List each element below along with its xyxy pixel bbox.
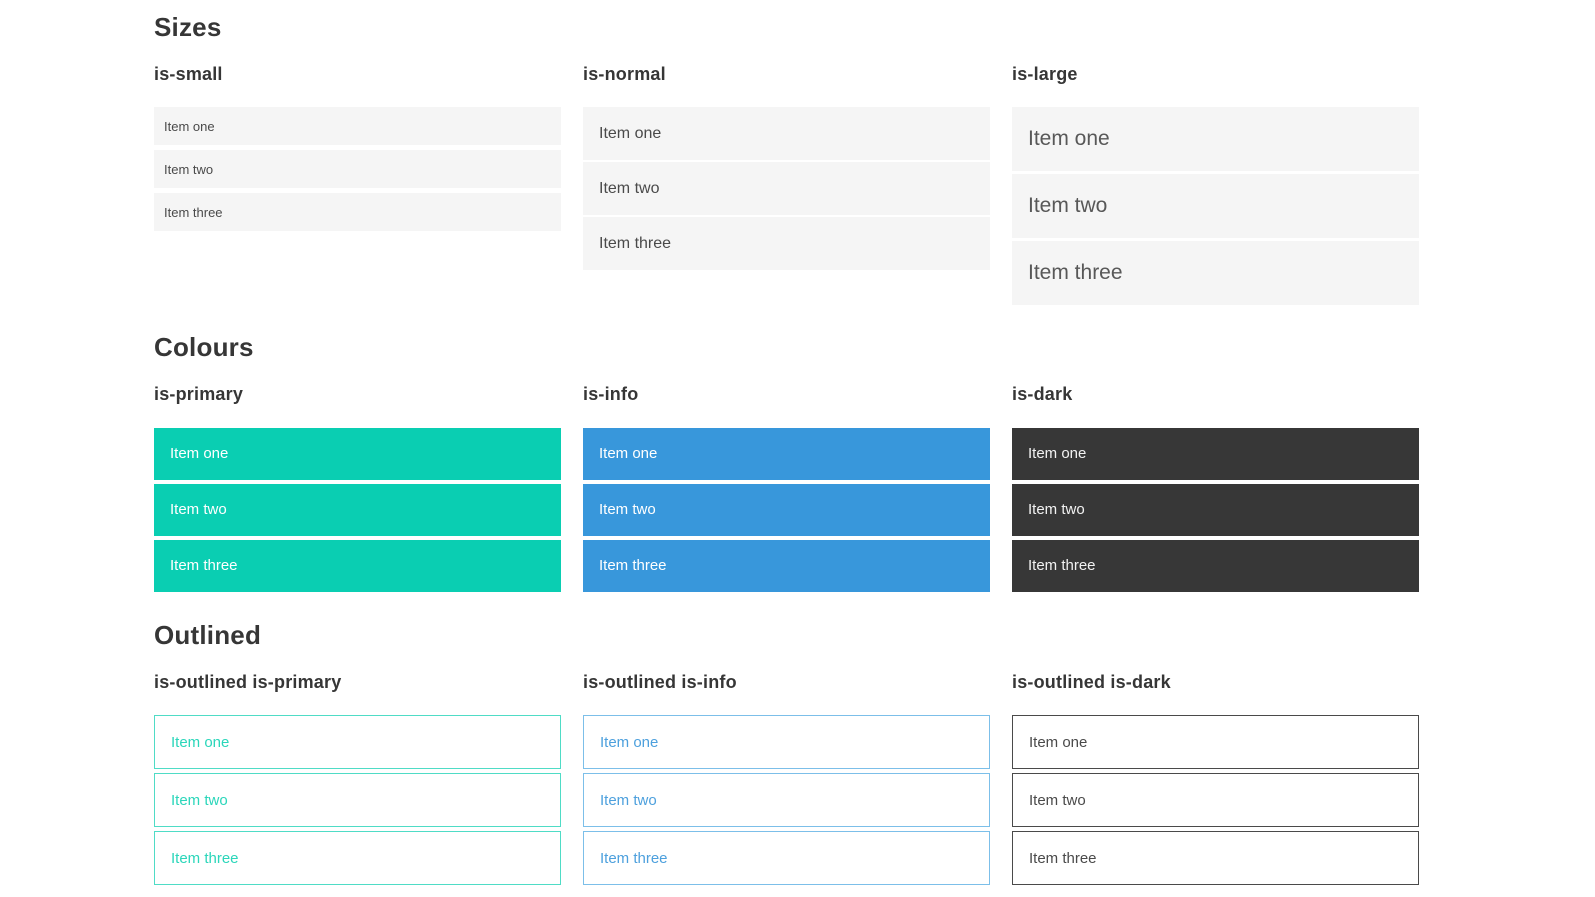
variant-group: is-outlined is-dark Item one Item two It…: [1012, 672, 1419, 890]
item-list: Item one Item two Item three: [583, 715, 990, 886]
group-label: is-outlined is-info: [583, 671, 737, 692]
section-groups: is-outlined is-primary Item one Item two…: [154, 672, 1419, 890]
component-section: Outlined is-outlined is-primary Item one…: [154, 619, 1419, 890]
list-item[interactable]: Item two: [154, 483, 561, 536]
section-title: Colours: [154, 332, 254, 363]
variant-group: is-normal Item one Item two Item three: [583, 64, 990, 273]
list-item[interactable]: Item one: [1012, 427, 1419, 480]
component-section: Sizes is-small Item one Item two Item th…: [154, 12, 1419, 309]
list-item[interactable]: Item three: [583, 831, 990, 886]
variant-group: is-info Item one Item two Item three: [583, 384, 990, 596]
item-list: Item one Item two Item three: [154, 427, 561, 592]
list-item[interactable]: Item two: [1012, 174, 1419, 239]
group-label: is-outlined is-primary: [154, 671, 342, 692]
list-item[interactable]: Item two: [154, 773, 561, 828]
variant-group: is-small Item one Item two Item three: [154, 64, 561, 237]
item-list: Item one Item two Item three: [1012, 107, 1419, 306]
section-title: Sizes: [154, 12, 222, 42]
component-section: Colours is-primary Item one Item two Ite…: [154, 333, 1419, 595]
list-item[interactable]: Item one: [154, 107, 561, 146]
group-label: is-info: [583, 384, 639, 405]
list-item[interactable]: Item two: [583, 773, 990, 828]
group-label: is-primary: [154, 384, 244, 405]
list-item[interactable]: Item one: [154, 715, 561, 770]
list-item[interactable]: Item three: [154, 193, 561, 232]
group-label: is-small: [154, 63, 223, 84]
item-list: Item one Item two Item three: [1012, 715, 1419, 886]
list-item[interactable]: Item two: [583, 162, 990, 216]
group-label: is-outlined is-dark: [1012, 671, 1171, 692]
list-item[interactable]: Item three: [583, 539, 990, 592]
section-title: Outlined: [154, 619, 262, 650]
list-item[interactable]: Item three: [1012, 539, 1419, 592]
list-item[interactable]: Item one: [583, 107, 990, 161]
list-item[interactable]: Item one: [1012, 107, 1419, 172]
list-item[interactable]: Item three: [1012, 831, 1419, 886]
item-list: Item one Item two Item three: [154, 107, 561, 232]
list-item[interactable]: Item one: [154, 427, 561, 480]
list-item[interactable]: Item three: [583, 217, 990, 271]
item-list: Item one Item two Item three: [154, 715, 561, 886]
variant-group: is-dark Item one Item two Item three: [1012, 384, 1419, 596]
list-item[interactable]: Item three: [154, 831, 561, 886]
variant-group: is-primary Item one Item two Item three: [154, 384, 561, 596]
list-item[interactable]: Item one: [583, 715, 990, 770]
list-item[interactable]: Item three: [154, 539, 561, 592]
variant-group: is-outlined is-info Item one Item two It…: [583, 672, 990, 890]
list-item[interactable]: Item two: [154, 150, 561, 189]
item-list: Item one Item two Item three: [1012, 427, 1419, 592]
list-item[interactable]: Item three: [1012, 241, 1419, 306]
item-list: Item one Item two Item three: [583, 427, 990, 592]
group-label: is-large: [1012, 63, 1078, 84]
list-item[interactable]: Item one: [1012, 715, 1419, 770]
section-groups: is-primary Item one Item two Item three …: [154, 384, 1419, 596]
content: Sizes is-small Item one Item two Item th…: [154, 12, 1419, 890]
group-label: is-normal: [583, 63, 666, 84]
list-item[interactable]: Item two: [1012, 773, 1419, 828]
list-item[interactable]: Item one: [583, 427, 990, 480]
variant-group: is-outlined is-primary Item one Item two…: [154, 672, 561, 890]
item-list: Item one Item two Item three: [583, 107, 990, 271]
group-label: is-dark: [1012, 384, 1073, 405]
list-item[interactable]: Item two: [583, 483, 990, 536]
list-item[interactable]: Item two: [1012, 483, 1419, 536]
variant-group: is-large Item one Item two Item three: [1012, 64, 1419, 309]
section-groups: is-small Item one Item two Item three is…: [154, 64, 1419, 309]
